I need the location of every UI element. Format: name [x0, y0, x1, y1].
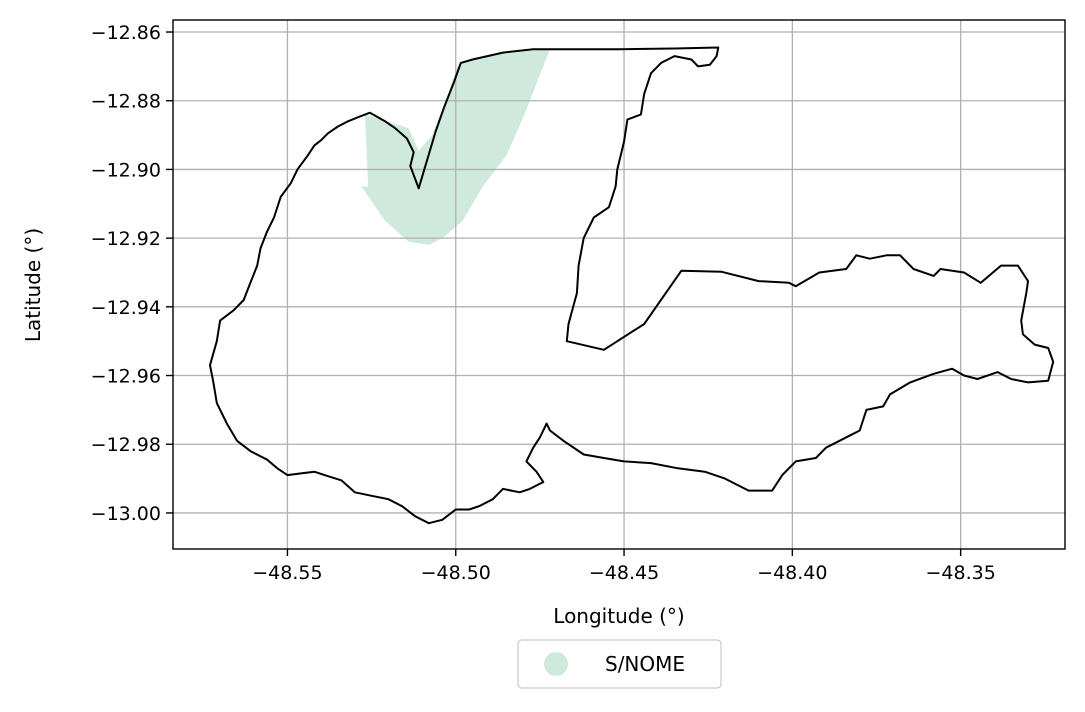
y-tick-label-6: −12.98 [91, 434, 161, 456]
legend-label: S/NOME [605, 652, 685, 676]
plot-frame [172, 19, 1066, 550]
x-tick-label-0: −48.55 [252, 562, 322, 584]
boundary-outline [209, 46, 1055, 525]
plot-content [173, 20, 1065, 549]
y-tick-label-7: −13.00 [91, 503, 161, 525]
x-axis-label: Longitude (°) [553, 604, 684, 628]
y-tick-label-2: −12.90 [91, 159, 161, 181]
x-tick-label-2: −48.45 [589, 562, 659, 584]
legend-frame [517, 639, 722, 689]
y-axis: −12.86 −12.88 −12.90 −12.92 −12.94 −12.96 −12.… [91, 22, 173, 525]
x-tick-label-3: −48.40 [757, 562, 827, 584]
y-axis-label: Latitude (°) [21, 228, 45, 342]
x-axis: −48.55 −48.50 −48.45 −48.40 −48.35 [252, 549, 996, 584]
legend: S/NOME [517, 639, 722, 689]
y-tick-label-4: −12.94 [91, 297, 161, 319]
y-tick-label-5: −12.96 [91, 366, 161, 388]
y-tick-label-1: −12.88 [91, 91, 161, 113]
y-tick-label-0: −12.86 [91, 22, 161, 44]
x-tick-label-1: −48.50 [421, 562, 491, 584]
legend-marker [544, 652, 568, 676]
y-tick-label-3: −12.92 [91, 228, 161, 250]
x-tick-label-4: −48.35 [925, 562, 995, 584]
